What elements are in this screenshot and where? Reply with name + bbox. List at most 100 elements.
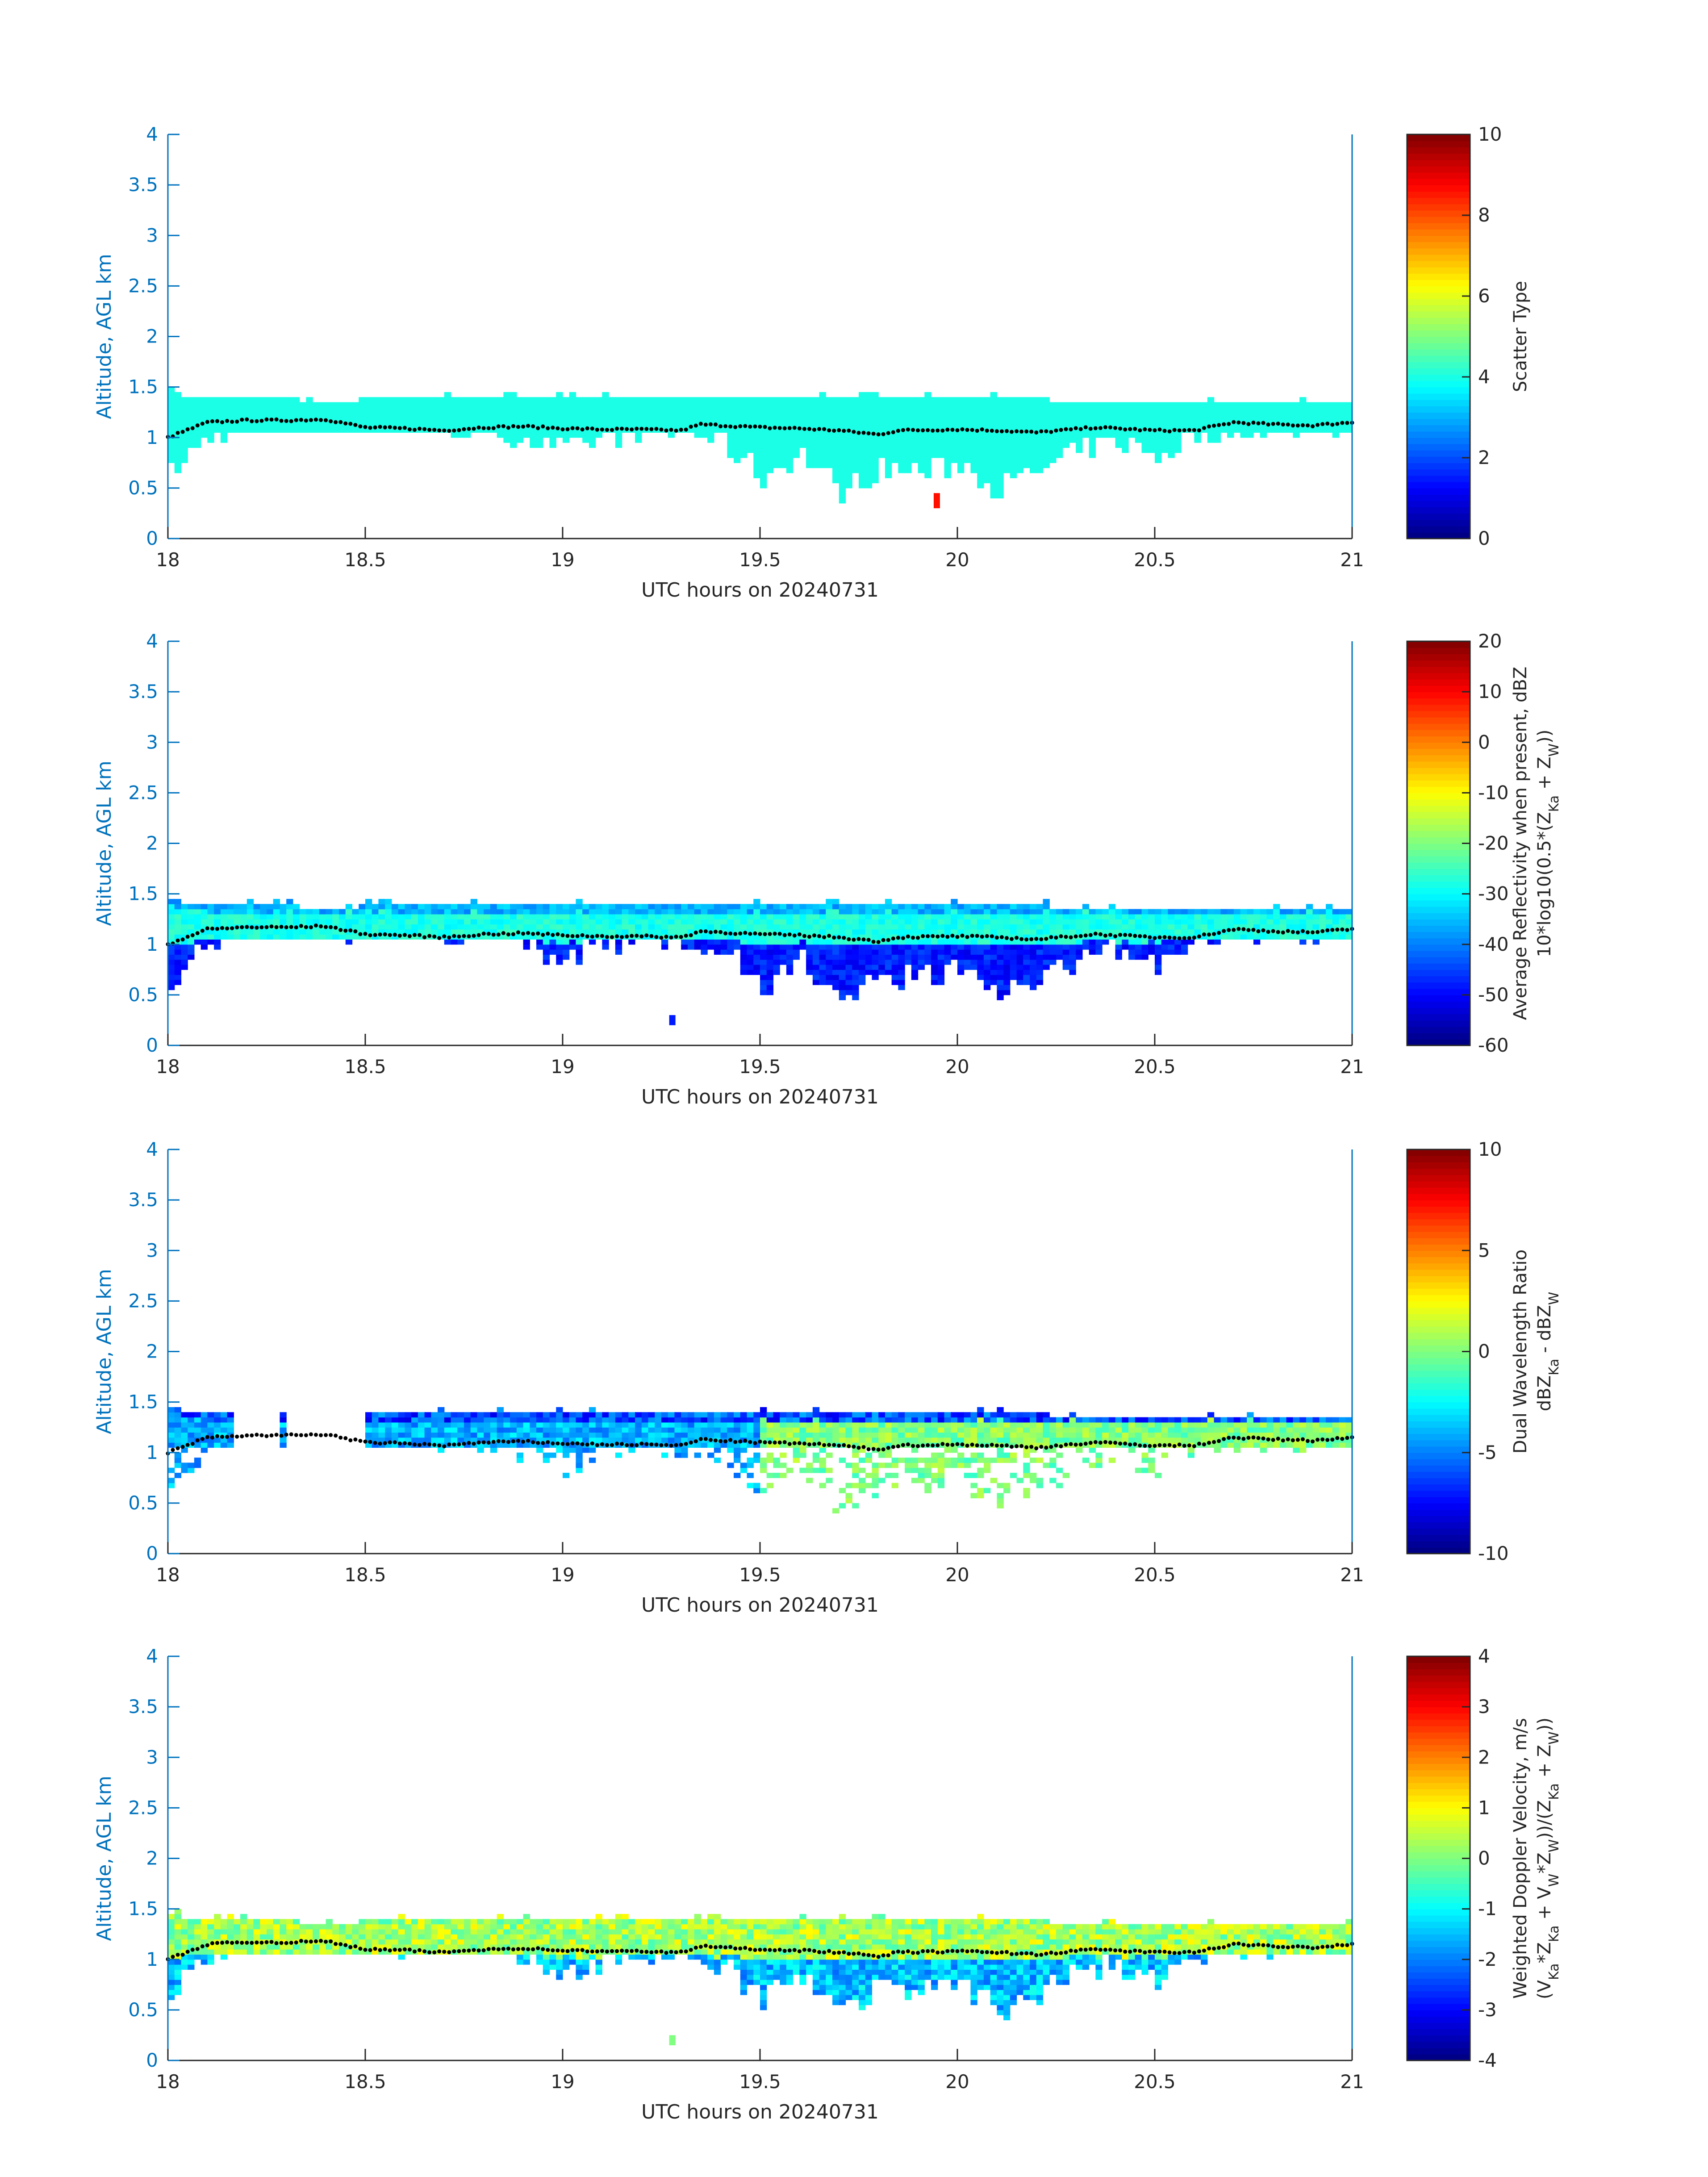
echo-cell	[1286, 914, 1293, 919]
echo-cell	[806, 432, 813, 438]
echo-cell	[780, 407, 787, 413]
colorbar-swatch	[1407, 786, 1470, 794]
echo-cell	[668, 432, 675, 438]
echo-cell	[168, 458, 175, 463]
cloud-base-dot	[1167, 936, 1172, 940]
echo-cell	[615, 402, 622, 408]
echo-cell	[832, 1412, 839, 1418]
echo-cell	[727, 1432, 734, 1438]
echo-cell	[766, 407, 774, 413]
echo-cell	[602, 1437, 609, 1443]
echo-cell	[464, 402, 471, 408]
echo-cell	[174, 914, 182, 919]
echo-cell	[885, 463, 892, 468]
echo-cell	[1201, 929, 1208, 935]
echo-cell	[398, 422, 405, 428]
echo-cell	[168, 914, 175, 919]
colorbar-tick-label: -60	[1478, 1034, 1509, 1056]
echo-cell	[589, 1447, 596, 1453]
echo-cell	[1319, 402, 1326, 408]
echo-cell	[766, 979, 774, 985]
echo-cell	[1253, 407, 1261, 413]
echo-cell	[207, 939, 214, 945]
echo-cell	[220, 1422, 228, 1428]
echo-cell	[891, 412, 898, 418]
cloud-base-dot	[1222, 929, 1226, 933]
echo-cell	[911, 397, 919, 403]
echo-cell	[668, 412, 675, 418]
echo-cell	[694, 412, 701, 418]
echo-cell	[200, 924, 208, 930]
echo-cell	[970, 447, 977, 453]
echo-cell	[714, 914, 721, 919]
echo-cell	[424, 407, 431, 413]
echo-cell	[1135, 432, 1142, 438]
echo-cell	[372, 919, 379, 925]
echo-cell	[174, 1473, 182, 1478]
echo-cell	[602, 914, 609, 919]
echo-cell	[418, 397, 425, 403]
echo-cell	[977, 468, 984, 473]
echo-cell	[839, 443, 846, 448]
echo-cell	[1056, 929, 1063, 935]
cloud-base-dot	[620, 426, 624, 431]
echo-cell	[168, 1478, 175, 1483]
echo-cell	[1089, 949, 1096, 955]
echo-cell	[615, 914, 622, 919]
echo-cell	[1247, 402, 1254, 408]
echo-cell	[1233, 929, 1241, 935]
echo-cell	[444, 1437, 451, 1443]
echo-cell	[859, 909, 866, 915]
echo-cell	[576, 1462, 583, 1468]
colorbar-swatch	[1407, 260, 1470, 267]
echo-cell	[1181, 407, 1188, 413]
cloud-base-dot	[481, 426, 486, 430]
echo-cell	[806, 949, 813, 955]
echo-cell	[760, 1458, 767, 1463]
echo-cell	[714, 412, 721, 418]
echo-cell	[780, 447, 787, 453]
x-tick-label: 20	[945, 1056, 969, 1078]
echo-cell	[891, 432, 898, 438]
echo-cell	[1036, 965, 1044, 970]
echo-cell	[1174, 924, 1182, 930]
echo-cell	[188, 944, 195, 950]
echo-cell	[220, 934, 228, 940]
echo-cell	[220, 1412, 228, 1418]
echo-cell	[793, 1412, 800, 1418]
echo-cell	[990, 447, 997, 453]
echo-cell	[365, 924, 372, 930]
echo-cell	[253, 407, 260, 413]
echo-cell	[655, 1412, 662, 1418]
echo-cell	[273, 397, 280, 403]
echo-cell	[1174, 407, 1182, 413]
echo-cell	[924, 397, 931, 403]
echo-cell	[181, 447, 188, 453]
echo-cell	[464, 1412, 471, 1418]
echo-cell	[1095, 909, 1102, 915]
echo-cell	[398, 402, 405, 408]
echo-cell	[720, 1427, 727, 1433]
echo-cell	[1128, 914, 1136, 919]
echo-cell	[174, 1442, 182, 1448]
echo-cell	[1016, 969, 1023, 975]
echo-cell	[931, 412, 938, 418]
echo-cell	[694, 1437, 701, 1443]
echo-cell	[720, 909, 727, 915]
echo-cell	[793, 1452, 800, 1458]
cloud-base-dot	[654, 426, 659, 431]
echo-cell	[431, 1427, 438, 1433]
echo-cell	[339, 934, 346, 940]
echo-cell	[1155, 432, 1162, 438]
cloud-base-dot	[896, 429, 900, 433]
echo-cell	[852, 969, 859, 975]
echo-cell	[490, 909, 497, 915]
cloud-base-dot	[935, 934, 940, 939]
echo-cell	[1326, 422, 1333, 428]
colorbar-swatch	[1407, 654, 1470, 661]
echo-cell	[286, 914, 293, 919]
cloud-base-dot	[1069, 427, 1073, 431]
echo-cell	[339, 929, 346, 935]
echo-cell	[464, 919, 471, 925]
echo-cell	[1273, 904, 1280, 910]
